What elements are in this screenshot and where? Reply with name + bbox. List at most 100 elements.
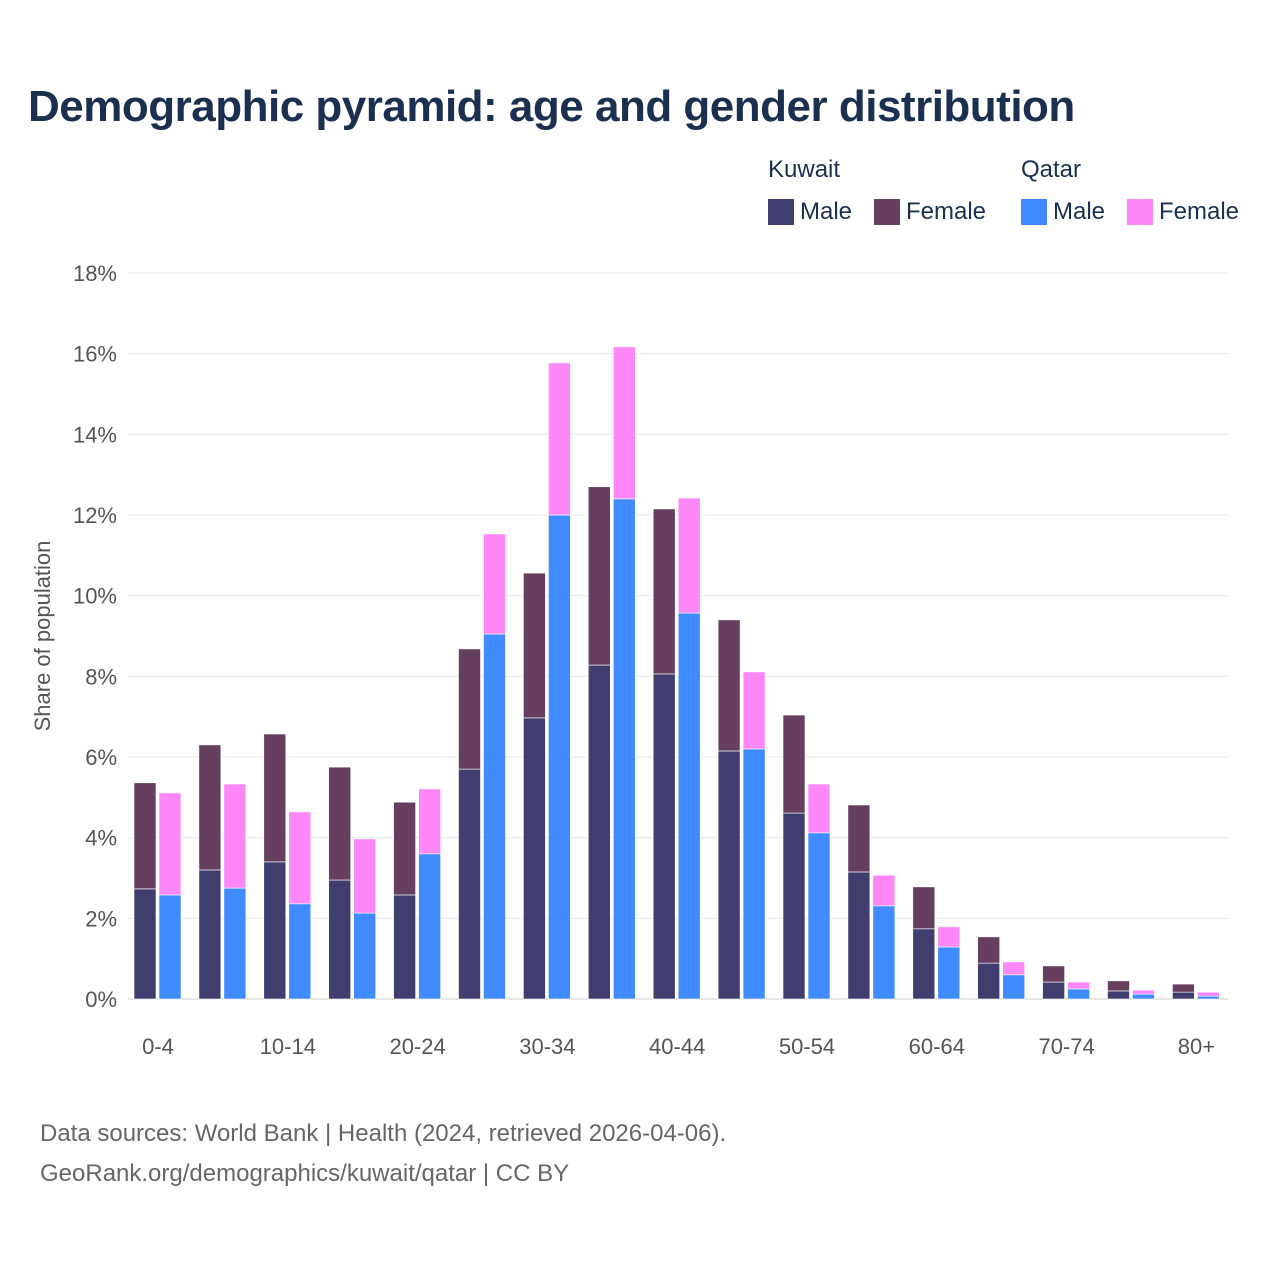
bar-qatar-male-80+[interactable]: [1197, 995, 1220, 1000]
legend-qatar-male[interactable]: Male: [1021, 198, 1105, 226]
x-tick-label: 60-64: [909, 1034, 965, 1059]
y-tick-label: 14%: [73, 422, 117, 447]
y-tick-label: 6%: [85, 745, 117, 770]
x-tick-label: 50-54: [779, 1034, 835, 1059]
bar-qatar-female-10-14[interactable]: [288, 811, 312, 905]
footer-sources: Data sources: World Bank | Health (2024,…: [40, 1120, 727, 1147]
bar-qatar-male-50-54[interactable]: [807, 832, 831, 1000]
legend-qatar-heading: Qatar: [1021, 156, 1082, 183]
bar-kuwait-female-20-24[interactable]: [393, 801, 416, 896]
bar-kuwait-female-45-49[interactable]: [717, 619, 741, 752]
bar-qatar-male-40-44[interactable]: [677, 612, 701, 1000]
bar-qatar-female-0-4[interactable]: [158, 792, 182, 896]
legend-swatch: [768, 199, 794, 225]
bar-kuwait-female-0-4[interactable]: [133, 782, 157, 890]
bar-kuwait-female-70-74[interactable]: [1042, 965, 1065, 983]
x-tick-label: 80+: [1178, 1034, 1215, 1059]
y-tick-label: 18%: [73, 261, 117, 286]
bar-qatar-male-10-14[interactable]: [288, 903, 312, 1000]
bar-qatar-female-50-54[interactable]: [807, 783, 831, 834]
legend-kuwait-heading: Kuwait: [768, 156, 841, 183]
bar-kuwait-female-80+[interactable]: [1172, 983, 1195, 993]
bar-qatar-male-75-79[interactable]: [1132, 993, 1155, 1000]
bar-kuwait-female-25-29[interactable]: [458, 648, 481, 770]
y-tick-label: 4%: [85, 826, 117, 851]
legend-kuwait-female[interactable]: Female: [874, 198, 986, 226]
bar-qatar-male-20-24[interactable]: [418, 853, 441, 1000]
bar-qatar-male-35-39[interactable]: [612, 498, 636, 1000]
bar-kuwait-male-75-79[interactable]: [1107, 990, 1130, 1000]
x-tick-label: 70-74: [1038, 1034, 1094, 1059]
legend-swatch: [1021, 199, 1047, 225]
legend-label: Male: [1053, 198, 1106, 225]
bar-qatar-male-70-74[interactable]: [1067, 988, 1090, 1000]
legend-qatar-female[interactable]: Female: [1127, 198, 1239, 226]
bar-kuwait-male-20-24[interactable]: [393, 894, 416, 1000]
bar-kuwait-female-75-79[interactable]: [1107, 980, 1130, 992]
bar-kuwait-female-10-14[interactable]: [263, 733, 287, 863]
bar-qatar-female-70-74[interactable]: [1067, 981, 1090, 990]
bar-kuwait-female-60-64[interactable]: [912, 886, 936, 930]
bar-qatar-female-45-49[interactable]: [742, 671, 766, 750]
bar-kuwait-male-80+[interactable]: [1172, 991, 1195, 1000]
footer: Data sources: World Bank | Health (2024,…: [40, 1114, 726, 1194]
bar-kuwait-male-35-39[interactable]: [587, 664, 611, 1000]
bar-qatar-male-45-49[interactable]: [742, 748, 766, 1000]
bar-qatar-female-35-39[interactable]: [612, 346, 636, 500]
y-tick-label: 16%: [73, 342, 117, 367]
bar-qatar-female-65-69[interactable]: [1002, 961, 1026, 976]
bar-qatar-male-30-34[interactable]: [548, 514, 571, 1000]
bar-qatar-female-20-24[interactable]: [418, 788, 441, 855]
bar-kuwait-female-55-59[interactable]: [847, 804, 871, 873]
bar-kuwait-male-40-44[interactable]: [652, 673, 676, 1000]
bar-kuwait-male-0-4[interactable]: [133, 888, 157, 1000]
bar-kuwait-male-65-69[interactable]: [977, 962, 1001, 1000]
bar-kuwait-male-5-9[interactable]: [198, 869, 222, 1000]
legend-label: Male: [800, 198, 853, 225]
bar-kuwait-male-55-59[interactable]: [847, 871, 871, 1000]
x-tick-label: 10-14: [260, 1034, 316, 1059]
legend-swatch: [1127, 199, 1153, 225]
bar-kuwait-male-70-74[interactable]: [1042, 981, 1065, 1000]
bar-kuwait-male-25-29[interactable]: [458, 768, 481, 1000]
bar-kuwait-male-45-49[interactable]: [717, 750, 741, 1000]
bar-kuwait-male-10-14[interactable]: [263, 861, 287, 1000]
bar-qatar-female-55-59[interactable]: [872, 874, 896, 907]
bar-kuwait-female-50-54[interactable]: [782, 714, 806, 814]
legend-swatch: [874, 199, 900, 225]
bar-qatar-male-55-59[interactable]: [872, 905, 896, 1000]
bar-kuwait-female-15-19[interactable]: [328, 766, 352, 881]
bar-kuwait-male-60-64[interactable]: [912, 928, 936, 1000]
bar-qatar-male-5-9[interactable]: [223, 887, 247, 1000]
bar-kuwait-female-30-34[interactable]: [523, 572, 546, 719]
bar-kuwait-male-30-34[interactable]: [523, 717, 546, 1000]
bar-qatar-female-25-29[interactable]: [483, 533, 506, 635]
legend-kuwait-male[interactable]: Male: [768, 198, 852, 226]
bar-qatar-female-40-44[interactable]: [677, 497, 701, 614]
chart-title: Demographic pyramid: age and gender dist…: [28, 82, 1075, 131]
bar-kuwait-male-50-54[interactable]: [782, 812, 806, 1000]
y-tick-label: 0%: [85, 987, 117, 1012]
bar-qatar-female-5-9[interactable]: [223, 783, 247, 889]
legend-label: Female: [1159, 198, 1240, 225]
bar-qatar-female-15-19[interactable]: [353, 838, 377, 914]
bar-kuwait-female-35-39[interactable]: [587, 486, 611, 666]
bar-qatar-male-25-29[interactable]: [483, 633, 506, 1000]
bar-qatar-female-30-34[interactable]: [548, 362, 571, 516]
x-tick-label: 40-44: [649, 1034, 705, 1059]
bar-kuwait-male-15-19[interactable]: [328, 879, 352, 1000]
bar-kuwait-female-65-69[interactable]: [977, 936, 1001, 964]
bar-qatar-female-75-79[interactable]: [1132, 989, 1155, 995]
bar-qatar-male-0-4[interactable]: [158, 894, 182, 1000]
bar-qatar-male-65-69[interactable]: [1002, 974, 1026, 1000]
bar-kuwait-female-5-9[interactable]: [198, 744, 222, 871]
bar-kuwait-female-40-44[interactable]: [652, 508, 676, 675]
footer-credit: GeoRank.org/demographics/kuwait/qatar | …: [40, 1160, 570, 1187]
y-tick-label: 2%: [85, 906, 117, 931]
bar-qatar-female-80+[interactable]: [1197, 991, 1220, 997]
bar-qatar-male-15-19[interactable]: [353, 912, 377, 1000]
bar-qatar-female-60-64[interactable]: [937, 926, 961, 948]
y-axis-label: Share of population: [30, 541, 55, 732]
bar-qatar-male-60-64[interactable]: [937, 946, 961, 1000]
